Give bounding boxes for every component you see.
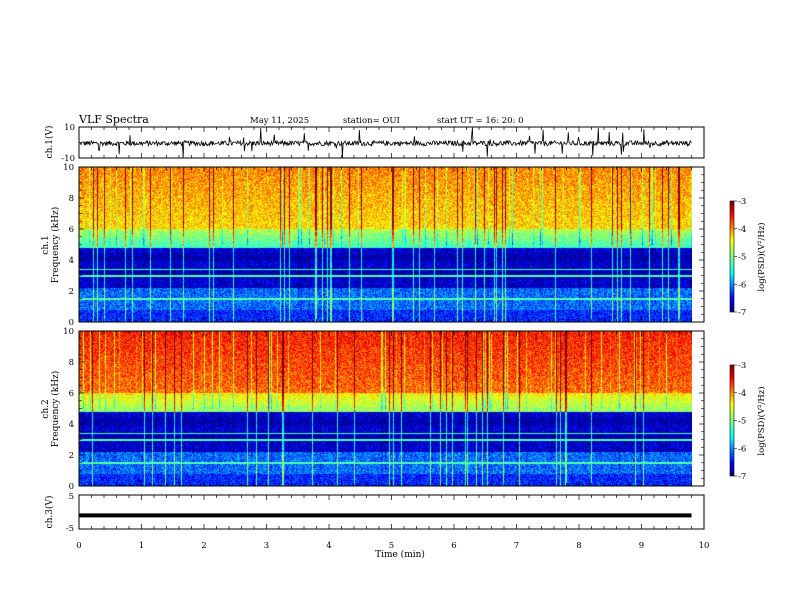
time-axis-label: Time (min) (375, 549, 425, 560)
colorbar-tick-label: -7 (738, 308, 746, 318)
start-time-label: start UT = 16: 20: 0 (437, 116, 524, 126)
ch2-spectrogram-ticks (78, 330, 705, 487)
ch1-frequency-tick-labels: 0 2 4 6 8 10 (63, 163, 74, 328)
figure-title: VLF Spectra (78, 113, 149, 126)
ch2-spectrogram-image (79, 331, 692, 486)
time-tick-labels: 0 1 2 3 4 5 6 7 8 9 10 (76, 541, 709, 551)
date-label: May 11, 2025 (250, 116, 309, 126)
colorbar-tick-label: -3 (738, 361, 746, 371)
colorbar-tick-label: -5 (738, 417, 746, 427)
frequency-tick-label: 4 (69, 420, 74, 430)
time-tick-label: 7 (514, 541, 519, 551)
frequency-tick-label: 10 (63, 327, 74, 337)
ch2-frequency-axis-label: Frequency (kHz) (50, 371, 61, 448)
ch3-trace (78, 513, 692, 518)
ch1-spectrogram-image (79, 167, 692, 322)
ch3-panel-frame (78, 494, 705, 530)
ch3-waveform-panel: 5 -5 ch.3(V) (44, 492, 705, 534)
time-tick-label: 0 (76, 541, 81, 551)
ch1-ytick-bottom: -10 (61, 154, 75, 164)
ch1-trace (78, 127, 692, 159)
ch2-spectrogram-channel-label: ch.2 (41, 399, 51, 418)
ch1-spectrogram-ticks (78, 166, 705, 323)
ch2-colorbar-label: log(PSD)(V²/Hz) (756, 386, 767, 455)
time-tick-label: 9 (639, 541, 644, 551)
time-tick-label: 2 (201, 541, 206, 551)
ch3-ytick-bottom: -5 (66, 524, 74, 534)
time-tick-label: 8 (576, 541, 581, 551)
colorbar-tick-label: -3 (738, 197, 746, 207)
ch3-ylabel: ch.3(V) (44, 496, 55, 529)
ch2-colorbar-ticks: -3 -4 -5 -6 -7 (734, 361, 746, 482)
time-tick-label: 1 (139, 541, 144, 551)
colorbar-tick-label: -5 (738, 253, 746, 263)
frequency-tick-label: 2 (69, 287, 74, 297)
colorbar-tick-label: -6 (738, 280, 746, 290)
time-tick-label: 6 (451, 541, 456, 551)
ch1-frequency-axis-label: Frequency (kHz) (50, 207, 61, 284)
colorbar-tick-label: -4 (738, 225, 746, 235)
frequency-tick-label: 2 (69, 451, 74, 461)
station-label: station= OUI (343, 116, 400, 126)
ch1-ylabel: ch.1(V) (44, 126, 55, 159)
colorbar-tick-label: -7 (738, 472, 746, 482)
frequency-tick-label: 0 (69, 318, 74, 328)
ch1-ytick-top: 10 (64, 123, 75, 133)
spectrogram-raster (79, 331, 692, 486)
ch3-ytick-top: 5 (69, 492, 74, 502)
waveform-line (78, 127, 692, 159)
time-tick-label: 3 (264, 541, 269, 551)
colorbar-tick-label: -6 (738, 444, 746, 454)
time-tick-label: 5 (389, 541, 394, 551)
frequency-tick-label: 4 (69, 256, 74, 266)
ch1-ticks (78, 127, 705, 158)
frequency-tick-label: 8 (69, 194, 74, 204)
frequency-tick-label: 10 (63, 163, 74, 173)
ch2-colorbar (729, 364, 735, 477)
frequency-tick-label: 0 (69, 482, 74, 492)
ch1-waveform-panel: 10 -10 ch.1(V) (44, 123, 705, 164)
frequency-tick-label: 6 (69, 225, 74, 235)
frequency-tick-label: 6 (69, 389, 74, 399)
spectrogram-raster (79, 167, 692, 322)
frequency-tick-label: 8 (69, 358, 74, 368)
colorbar-tick-label: -4 (738, 389, 746, 399)
ch3-ticks (78, 495, 705, 529)
ch2-frequency-tick-labels: 0 2 4 6 8 10 (63, 327, 74, 492)
time-tick-label: 10 (699, 541, 710, 551)
time-tick-label: 4 (326, 541, 331, 551)
ch1-colorbar (729, 200, 735, 313)
ch1-spectrogram-channel-label: ch.1 (41, 235, 51, 254)
ch1-colorbar-label: log(PSD)(V²/Hz) (756, 222, 767, 291)
ch1-colorbar-ticks: -3 -4 -5 -6 -7 (734, 197, 746, 318)
